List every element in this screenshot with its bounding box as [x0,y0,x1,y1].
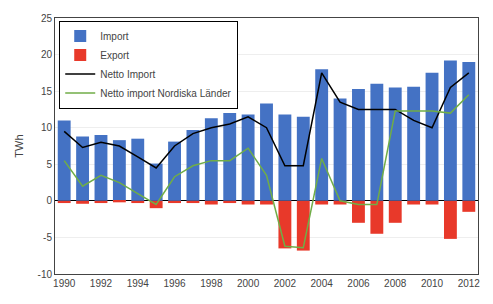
svg-text:2008: 2008 [384,278,407,289]
svg-text:2010: 2010 [421,278,444,289]
svg-text:1998: 1998 [200,278,223,289]
svg-text:10: 10 [41,122,53,133]
svg-text:-10: -10 [38,269,53,280]
svg-text:-5: -5 [43,232,52,243]
svg-text:20: 20 [41,49,53,60]
svg-text:2000: 2000 [237,278,260,289]
svg-text:1994: 1994 [127,278,150,289]
svg-text:2004: 2004 [311,278,334,289]
svg-text:Export: Export [100,50,129,61]
svg-text:Import: Import [100,31,129,42]
svg-text:2002: 2002 [274,278,297,289]
svg-text:5: 5 [46,159,52,170]
svg-text:TWh: TWh [13,134,25,157]
svg-text:Netto Import: Netto Import [100,69,155,80]
svg-text:15: 15 [41,86,53,97]
svg-text:1990: 1990 [53,278,76,289]
svg-text:1996: 1996 [163,278,186,289]
svg-text:2012: 2012 [458,278,481,289]
svg-text:25: 25 [41,13,53,24]
svg-text:1992: 1992 [90,278,113,289]
svg-text:0: 0 [46,195,52,206]
svg-text:Netto import Nordiska Länder: Netto import Nordiska Länder [100,88,231,99]
svg-text:2006: 2006 [347,278,370,289]
